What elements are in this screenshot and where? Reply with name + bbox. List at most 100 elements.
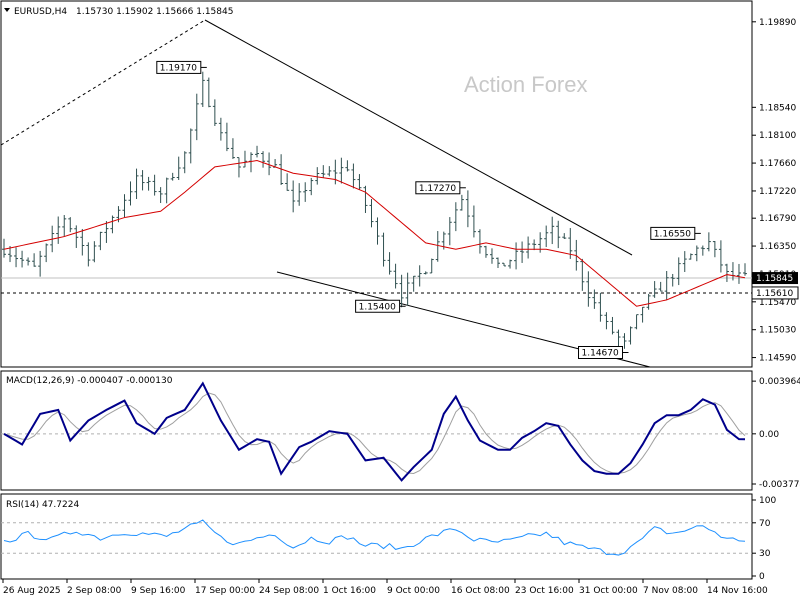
annotation-label: 1.14670 <box>582 348 619 358</box>
ohlc-bar <box>556 220 561 249</box>
ohlc-bar <box>309 177 314 196</box>
ohlc-bar <box>32 253 37 267</box>
ohlc-bar <box>550 216 555 245</box>
ohlc-bar <box>369 199 374 228</box>
ohlc-bar <box>224 122 229 152</box>
annotation-box <box>355 299 401 313</box>
ohlc-bar <box>291 180 296 213</box>
ohlc-bar <box>640 306 645 323</box>
watermark: Action Forex <box>464 72 588 97</box>
ohlc-bar <box>327 166 332 177</box>
ohlc-bar <box>62 215 67 237</box>
ohlc-bar <box>706 232 711 252</box>
x-tick-label: 1 Oct 16:00 <box>323 586 376 596</box>
ohlc-bar <box>502 262 507 267</box>
ohlc-bar <box>429 258 434 274</box>
ohlc-bar <box>140 170 145 191</box>
ohlc-bar <box>465 190 470 228</box>
x-tick-label: 9 Oct 00:00 <box>387 586 440 596</box>
ohlc-bar <box>104 221 109 243</box>
ohlc-bar <box>98 231 103 251</box>
ohlc-bar <box>471 205 476 238</box>
ohlc-bar <box>128 181 133 206</box>
ohlc-bar <box>182 151 187 174</box>
price-tick-label: 1.15030 <box>759 326 796 336</box>
ohlc-bar <box>74 225 79 248</box>
ohlc-bar <box>134 168 139 199</box>
level-tag <box>751 286 799 300</box>
ohlc-bar <box>357 174 362 190</box>
price-tick-label: 1.14590 <box>759 354 796 364</box>
ohlc-bar <box>381 232 386 267</box>
rsi-tick-label: 0 <box>759 572 765 582</box>
price-tick-label: 1.18100 <box>759 131 796 141</box>
price-header: EURUSD,H4 1.15730 1.15902 1.15666 1.1584… <box>4 7 233 17</box>
ohlc-bar <box>724 263 729 282</box>
ohlc-bar <box>622 333 627 349</box>
level-label: 1.15610 <box>756 289 793 299</box>
price-tick-label: 1.15470 <box>759 298 796 308</box>
ohlc-bar <box>20 250 25 268</box>
ohlc-bar <box>38 250 43 277</box>
price-tick-label: 1.19890 <box>759 18 796 28</box>
ohlc-bar <box>212 99 217 126</box>
ohlc-bar <box>586 271 591 307</box>
ohlc-bar <box>8 245 13 263</box>
macd-title: MACD(12,26,9) -0.000407 -0.000130 <box>6 376 173 386</box>
ohlc-bar <box>206 77 211 108</box>
x-tick-label: 17 Sep 00:00 <box>195 586 255 596</box>
ohlc-bar <box>658 281 663 292</box>
annotation-label: 1.16550 <box>654 229 691 239</box>
price-tick-label: 1.16350 <box>759 242 796 252</box>
x-tick-label: 16 Oct 08:00 <box>451 586 510 596</box>
ohlc-bar <box>164 177 169 204</box>
x-tick-label: 24 Sep 08:00 <box>259 586 319 596</box>
macd-line <box>3 381 746 482</box>
current-price-tag <box>752 272 798 285</box>
rsi-title: RSI(14) 47.7224 <box>6 500 79 510</box>
price-tick-label: 1.17220 <box>759 187 796 197</box>
ohlc-bar <box>664 271 669 300</box>
ohlc-bar <box>682 251 687 272</box>
ohlc-bar <box>580 258 585 291</box>
ohlc-bar <box>447 217 452 246</box>
ohlc-bar <box>267 152 272 176</box>
ohlc-bar <box>303 182 308 202</box>
ohlc-bar <box>477 229 482 254</box>
ohlc-bar <box>604 312 609 330</box>
collapse-icon[interactable] <box>4 8 10 12</box>
rsi-line <box>3 519 746 556</box>
ohlc-bar <box>562 233 567 239</box>
annotation-label: 1.15400 <box>359 302 396 312</box>
ohlc-bar <box>152 174 157 196</box>
ohlc-bar <box>532 239 537 251</box>
ohlc-bar <box>14 247 19 268</box>
macd-tick-label: -0.003774 <box>759 480 800 490</box>
ohlc-bar <box>194 93 199 141</box>
ohlc-bar <box>483 245 488 258</box>
ohlc-bar <box>700 245 705 256</box>
ohlc-bar <box>453 202 458 232</box>
ohlc-bar <box>188 128 193 164</box>
macd-tick-label: 0.00 <box>759 430 779 440</box>
ohlc-bar <box>363 185 368 213</box>
annotation-box <box>415 181 461 195</box>
ohlc-bar <box>592 289 597 309</box>
annotation-box <box>578 345 624 359</box>
ohlc-bar <box>122 194 127 218</box>
ohlc-bar <box>676 257 681 286</box>
ohlc-bar <box>405 272 410 306</box>
ohlc-bar <box>333 159 338 185</box>
ohlc-bar <box>92 241 97 263</box>
ohlc-bar <box>236 157 241 178</box>
ohlc-bar <box>255 145 260 158</box>
ohlc-bar <box>285 173 290 191</box>
ohlc-bar <box>718 240 723 273</box>
x-tick-label: 14 Nov 16:00 <box>707 586 768 596</box>
ohlc-bar <box>297 183 302 206</box>
macd-tick-label: 0.003964 <box>759 377 800 387</box>
ohlc-bar <box>399 274 404 308</box>
rsi-tick-label: 100 <box>759 496 776 506</box>
ohlc-bar <box>44 243 49 263</box>
ohlc-bar <box>110 215 115 234</box>
